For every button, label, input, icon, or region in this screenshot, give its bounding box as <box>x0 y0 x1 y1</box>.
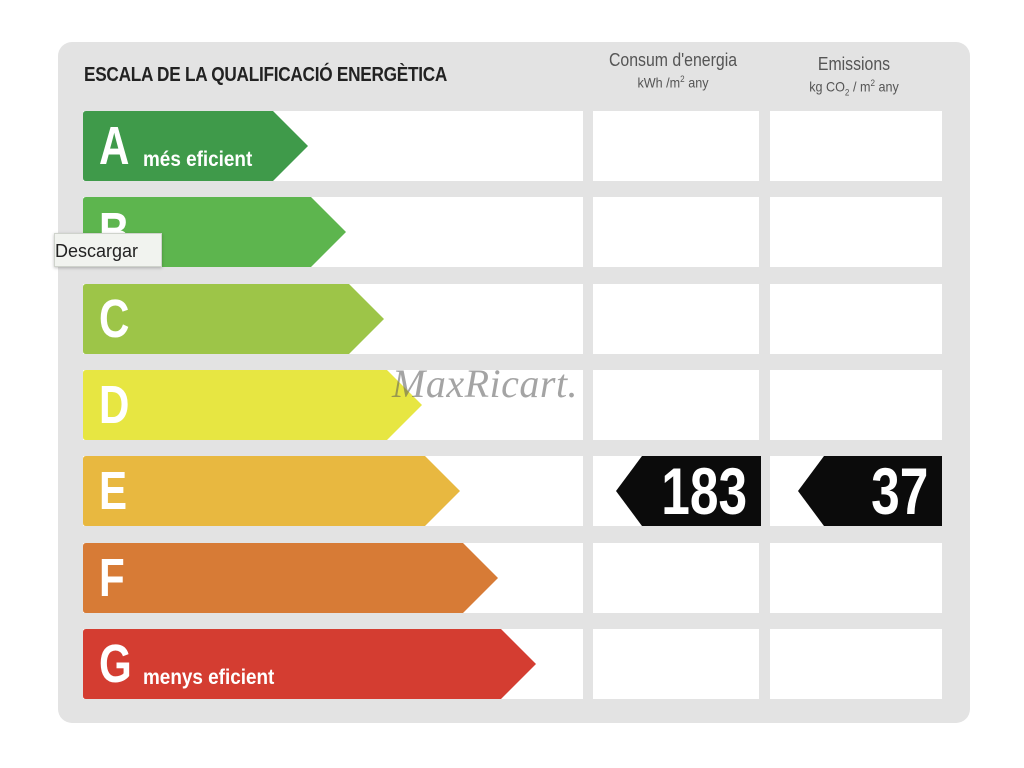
consumption-cell-b <box>593 197 759 267</box>
class-letter-c: C <box>99 289 130 349</box>
class-arrow-d: D <box>83 370 422 440</box>
consumption-rating-tag: 183 <box>616 456 761 526</box>
class-sublabel-g: menys eficient <box>143 666 275 689</box>
emissions-cell-b <box>770 197 942 267</box>
scale-title: ESCALA DE LA QUALIFICACIÓ ENERGÈTICA <box>84 64 448 86</box>
consumption-cell-d <box>593 370 759 440</box>
emissions-rating-tag-shape <box>798 456 942 526</box>
consumption-rating-tag-shape <box>616 456 761 526</box>
emissions-cell-c <box>770 284 942 354</box>
class-arrow-shape-g <box>83 629 536 699</box>
class-arrow-shape-c <box>83 284 384 354</box>
consumption-rating-tag-value: 183 <box>661 454 747 528</box>
emissions-cell-a <box>770 111 942 181</box>
class-letter-f: F <box>99 548 125 608</box>
class-letter-a: A <box>99 116 130 176</box>
emissions-unit: kg CO2 / m2 any <box>809 78 899 98</box>
consumption-cell-f <box>593 543 759 613</box>
class-letter-g: G <box>99 634 132 694</box>
emissions-header: Emissions kg CO2 / m2 any <box>766 54 942 97</box>
watermark: MaxRicart. <box>392 361 579 406</box>
class-arrow-c: C <box>83 284 384 354</box>
consumption-cell-a <box>593 111 759 181</box>
class-letter-e: E <box>99 461 128 521</box>
emissions-rating-tag-value: 37 <box>870 454 928 528</box>
class-sublabel-a: més eficient <box>143 148 253 171</box>
consumption-cell-c <box>593 284 759 354</box>
consumption-header: Consum d'energia kWh /m2 any <box>588 50 758 91</box>
consumption-cell-g <box>593 629 759 699</box>
download-tooltip[interactable]: Descargar <box>54 233 162 267</box>
class-arrow-shape-e <box>83 456 460 526</box>
emissions-rating-tag: 37 <box>798 456 942 526</box>
emissions-cell-g <box>770 629 942 699</box>
consumption-label: Consum d'energia <box>608 50 738 70</box>
class-arrow-shape-d <box>83 370 422 440</box>
consumption-unit: kWh /m2 any <box>637 74 709 91</box>
class-arrow-shape-f <box>83 543 498 613</box>
class-letter-d: D <box>99 375 130 435</box>
emissions-cell-d <box>770 370 942 440</box>
emissions-label: Emissions <box>817 54 891 74</box>
emissions-cell-f <box>770 543 942 613</box>
class-arrow-e: E <box>83 456 460 526</box>
class-arrow-f: F <box>83 543 498 613</box>
class-arrow-shape-a <box>83 111 308 181</box>
